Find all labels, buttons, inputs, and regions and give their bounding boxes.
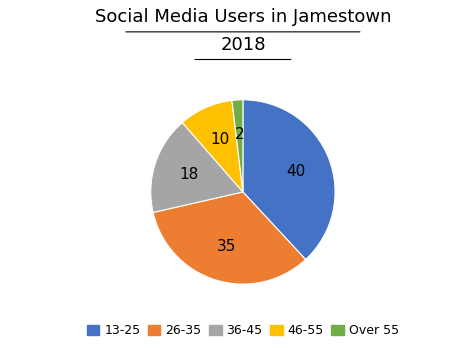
Text: 35: 35: [217, 239, 236, 254]
Wedge shape: [243, 100, 335, 260]
Text: 2018: 2018: [220, 36, 265, 54]
Text: Social Media Users in Jamestown: Social Media Users in Jamestown: [95, 8, 391, 26]
Text: 18: 18: [179, 167, 198, 182]
Text: 10: 10: [210, 132, 229, 147]
Wedge shape: [232, 100, 243, 192]
Text: 2: 2: [235, 127, 244, 142]
Text: 40: 40: [286, 164, 306, 179]
Wedge shape: [151, 122, 243, 213]
Wedge shape: [153, 192, 306, 284]
Wedge shape: [182, 101, 243, 192]
Legend: 13-25, 26-35, 36-45, 46-55, Over 55: 13-25, 26-35, 36-45, 46-55, Over 55: [82, 319, 404, 342]
